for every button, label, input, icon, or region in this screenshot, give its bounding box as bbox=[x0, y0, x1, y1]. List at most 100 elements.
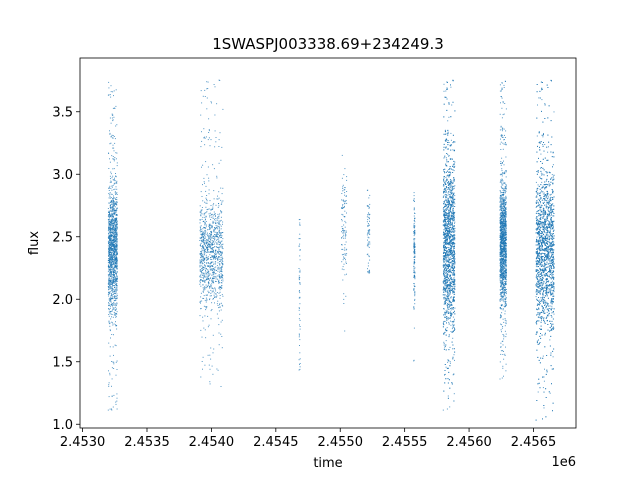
data-point bbox=[209, 223, 211, 225]
data-point bbox=[342, 229, 344, 231]
data-point bbox=[341, 193, 343, 194]
data-point bbox=[449, 208, 451, 210]
data-point bbox=[449, 233, 451, 235]
data-point bbox=[413, 248, 415, 250]
data-point bbox=[452, 215, 454, 217]
data-point bbox=[200, 302, 201, 304]
data-point bbox=[109, 235, 111, 237]
data-point bbox=[344, 257, 346, 259]
data-point bbox=[447, 197, 449, 199]
data-point bbox=[217, 280, 219, 282]
data-point bbox=[210, 246, 212, 248]
data-point bbox=[108, 251, 110, 253]
data-point bbox=[112, 260, 114, 262]
data-point bbox=[454, 236, 455, 238]
data-point bbox=[447, 361, 449, 363]
data-point bbox=[109, 205, 111, 206]
data-point bbox=[453, 393, 455, 395]
data-point bbox=[446, 148, 448, 150]
data-point bbox=[345, 263, 347, 264]
data-point bbox=[110, 318, 112, 320]
data-point bbox=[207, 272, 209, 274]
data-point bbox=[445, 246, 446, 247]
data-point bbox=[115, 193, 117, 194]
data-point bbox=[450, 204, 452, 205]
data-point bbox=[110, 215, 112, 217]
data-point bbox=[215, 290, 217, 292]
data-point bbox=[202, 184, 203, 186]
data-point bbox=[111, 249, 113, 250]
data-point bbox=[445, 140, 447, 142]
data-point bbox=[210, 224, 211, 226]
data-point bbox=[108, 315, 110, 317]
data-point bbox=[211, 231, 213, 233]
data-point bbox=[115, 176, 117, 178]
data-point bbox=[109, 272, 111, 274]
data-point bbox=[108, 214, 110, 216]
data-point bbox=[299, 358, 301, 360]
data-point bbox=[413, 245, 415, 247]
data-point bbox=[448, 194, 450, 196]
data-point bbox=[447, 254, 449, 256]
data-point bbox=[210, 243, 212, 245]
data-point bbox=[108, 268, 110, 270]
data-point bbox=[211, 237, 213, 239]
data-point bbox=[367, 214, 369, 216]
data-point bbox=[109, 143, 111, 145]
data-point bbox=[445, 328, 447, 330]
data-point bbox=[443, 146, 445, 148]
data-point bbox=[213, 211, 215, 213]
data-point bbox=[114, 271, 116, 273]
data-point bbox=[451, 266, 453, 268]
data-point bbox=[221, 211, 223, 213]
data-point bbox=[203, 249, 205, 251]
data-point bbox=[443, 246, 444, 248]
data-point bbox=[201, 236, 203, 238]
data-point bbox=[115, 281, 117, 283]
data-point bbox=[452, 194, 454, 196]
data-point bbox=[114, 297, 116, 299]
data-point bbox=[219, 232, 221, 234]
data-point bbox=[115, 219, 117, 221]
data-point bbox=[213, 294, 215, 296]
data-point bbox=[205, 270, 206, 272]
data-point bbox=[450, 293, 451, 295]
data-point bbox=[453, 253, 455, 255]
data-point bbox=[442, 281, 444, 283]
data-point bbox=[444, 96, 446, 98]
data-point bbox=[221, 268, 223, 270]
data-point bbox=[413, 200, 415, 202]
data-point bbox=[114, 240, 116, 242]
data-point bbox=[113, 255, 115, 256]
data-point bbox=[343, 231, 345, 233]
data-point bbox=[109, 133, 111, 135]
data-point bbox=[204, 233, 206, 234]
data-point bbox=[115, 158, 117, 160]
data-point bbox=[111, 272, 112, 274]
data-point bbox=[213, 231, 215, 233]
data-point bbox=[113, 274, 115, 275]
data-point bbox=[445, 344, 447, 346]
data-point bbox=[200, 191, 202, 193]
data-point bbox=[108, 220, 110, 222]
data-point bbox=[116, 238, 118, 240]
data-point bbox=[202, 316, 204, 318]
data-point bbox=[114, 182, 115, 184]
data-point bbox=[111, 186, 113, 188]
data-point bbox=[368, 246, 370, 248]
data-point bbox=[450, 283, 452, 285]
data-point bbox=[109, 195, 111, 197]
data-point bbox=[204, 286, 206, 288]
data-point bbox=[218, 274, 220, 275]
data-point bbox=[444, 278, 446, 280]
data-point bbox=[443, 213, 445, 215]
data-point bbox=[206, 242, 208, 244]
data-point bbox=[219, 287, 221, 289]
data-point bbox=[113, 251, 115, 253]
data-point bbox=[204, 224, 206, 226]
data-point bbox=[202, 232, 204, 234]
data-point bbox=[450, 187, 452, 189]
data-point bbox=[221, 287, 223, 289]
data-point bbox=[446, 330, 448, 331]
data-point bbox=[209, 286, 210, 288]
